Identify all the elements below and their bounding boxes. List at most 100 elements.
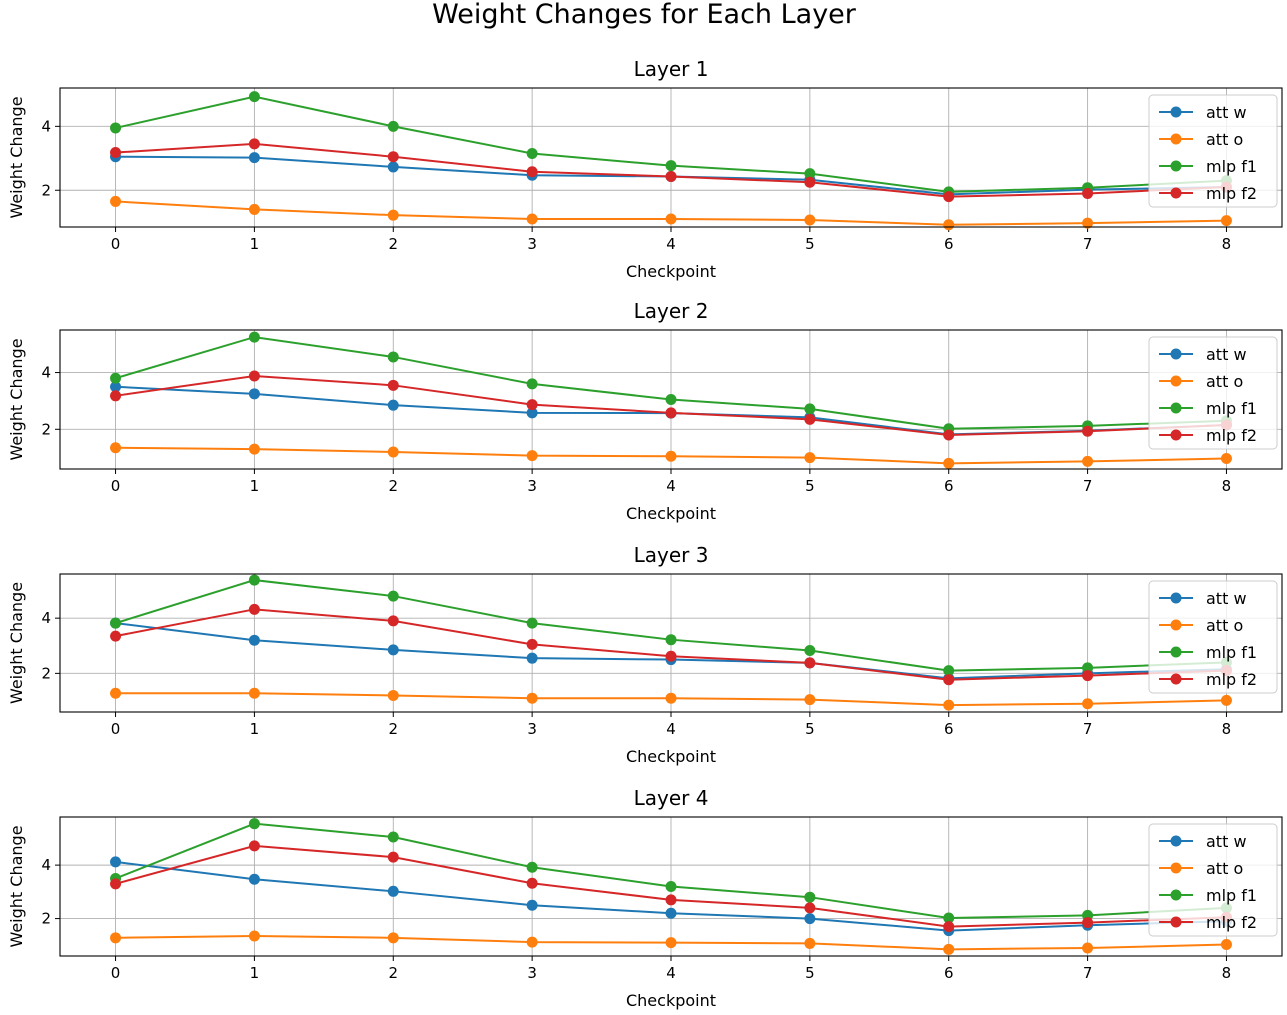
legend-label: att o: [1206, 372, 1243, 391]
data-point: [110, 442, 122, 454]
legend: att w att o mlp f1 mlp f2: [1148, 823, 1278, 937]
legend-box: [1148, 336, 1278, 450]
data-point: [248, 91, 260, 103]
legend-marker: [1170, 673, 1182, 685]
subplot-layer-3: Layer 3 0 1 2 3 4 5 6 7 8 2 4 Checkpoint Weight Chang…: [7, 543, 1283, 766]
data-point: [665, 160, 677, 172]
legend-label: att o: [1206, 859, 1243, 878]
data-point: [665, 937, 677, 949]
subplot-layer-1: Layer 1 0 1 2 3 4 5 6 7 8 2 4 Checkpoint Weight Chang…: [7, 57, 1283, 281]
data-point: [248, 443, 260, 455]
legend-marker: [1170, 835, 1182, 847]
y-tick-label: 2: [41, 420, 51, 438]
x-tick-label: 4: [666, 477, 676, 495]
data-point: [1082, 425, 1094, 437]
legend-item: att w: [1159, 103, 1247, 122]
legend-item: att w: [1159, 832, 1247, 851]
data-point: [110, 878, 122, 890]
data-point: [387, 151, 399, 163]
y-tick-label: 2: [41, 181, 51, 199]
data-point: [1220, 939, 1232, 951]
data-point: [110, 617, 122, 629]
data-point: [804, 403, 816, 415]
legend-label: att o: [1206, 616, 1243, 635]
data-point: [526, 861, 538, 873]
data-point: [248, 203, 260, 215]
data-point: [110, 147, 122, 159]
data-point: [387, 379, 399, 391]
data-point: [248, 370, 260, 382]
data-point: [526, 166, 538, 178]
legend-marker: [1170, 133, 1182, 145]
data-point: [943, 219, 955, 231]
data-point: [804, 694, 816, 706]
legend-item: att w: [1159, 345, 1247, 364]
subplots: Layer 1 0 1 2 3 4 5 6 7 8 2 4 Checkpoint Weight Chang…: [7, 57, 1283, 1010]
legend: att w att o mlp f1 mlp f2: [1148, 336, 1278, 450]
data-point: [665, 171, 677, 183]
data-point: [665, 692, 677, 704]
legend-item: att w: [1159, 589, 1247, 608]
legend-marker: [1170, 160, 1182, 172]
subplot-layer-4: Layer 4 0 1 2 3 4 5 6 7 8 2 4 Checkpoint Weight Chang…: [7, 786, 1283, 1010]
data-point: [526, 617, 538, 629]
y-tick-label: 2: [41, 910, 51, 928]
x-tick-label: 8: [1222, 720, 1232, 738]
series-mlp-f2: [110, 840, 1232, 933]
data-point: [665, 881, 677, 892]
x-tick-label: 3: [527, 477, 537, 495]
data-point: [943, 699, 955, 711]
data-point: [665, 394, 677, 405]
data-point: [387, 446, 399, 458]
data-point: [526, 899, 538, 911]
x-tick-label: 5: [805, 477, 815, 495]
data-point: [1082, 942, 1094, 954]
data-point: [248, 818, 260, 830]
data-point: [1082, 187, 1094, 199]
data-point: [943, 674, 955, 686]
legend-marker: [1170, 619, 1182, 631]
data-point: [943, 912, 955, 924]
data-point: [110, 372, 122, 384]
data-point: [387, 689, 399, 701]
series-att-o: [110, 930, 1232, 955]
y-axis-label: Weight Change: [7, 582, 26, 704]
data-point: [804, 913, 816, 925]
legend-item: att o: [1159, 372, 1243, 391]
legend-marker: [1170, 348, 1182, 360]
x-tick-label: 1: [250, 477, 260, 495]
series-mlp-f1: [110, 574, 1232, 677]
x-tick-label: 3: [527, 964, 537, 982]
legend-box: [1148, 580, 1278, 694]
legend-label: mlp f1: [1206, 643, 1257, 662]
data-point: [248, 930, 260, 942]
x-tick-label: 8: [1222, 235, 1232, 253]
data-point: [387, 590, 399, 602]
data-point: [665, 213, 677, 225]
legend-item: mlp f1: [1159, 157, 1257, 176]
legend-marker: [1170, 187, 1182, 199]
data-point: [1082, 662, 1094, 674]
x-tick-label: 2: [388, 964, 398, 982]
data-point: [1082, 670, 1094, 682]
data-point: [943, 457, 955, 469]
data-point: [248, 331, 260, 343]
data-point: [665, 407, 677, 419]
legend-item: mlp f2: [1159, 670, 1257, 689]
x-tick-label: 7: [1083, 477, 1093, 495]
data-point: [387, 644, 399, 656]
x-tick-label: 0: [111, 235, 121, 253]
data-point: [248, 603, 260, 615]
x-axis-label: Checkpoint: [626, 991, 716, 1010]
legend-label: mlp f2: [1206, 184, 1257, 203]
x-axis-label: Checkpoint: [626, 504, 716, 523]
subplot-title: Layer 4: [634, 786, 709, 810]
x-tick-label: 6: [944, 964, 954, 982]
x-tick-label: 0: [111, 964, 121, 982]
legend-marker: [1170, 646, 1182, 658]
data-point: [110, 381, 122, 393]
x-tick-label: 6: [944, 235, 954, 253]
data-point: [804, 452, 816, 464]
data-point: [804, 937, 816, 949]
x-axis-label: Checkpoint: [626, 262, 716, 281]
